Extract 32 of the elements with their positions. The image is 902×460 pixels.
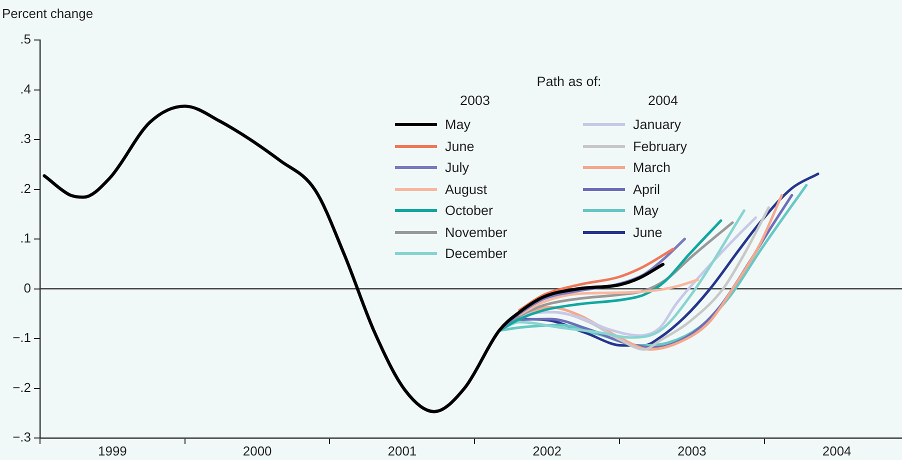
y-tick-label: 0 — [24, 280, 31, 296]
y-tick-label: .2 — [20, 180, 31, 196]
legend-title: Path as of: — [536, 74, 602, 89]
y-tick-label: −.2 — [12, 380, 31, 395]
annotation: 2003 — [458, 93, 492, 110]
x-tick-label: 1999 — [98, 443, 127, 458]
y-axis-title: Percent change — [2, 6, 94, 21]
y-tick-label: .1 — [20, 230, 31, 246]
legend-label: July — [445, 160, 470, 176]
y-tick-label: .4 — [20, 81, 31, 96]
x-tick-label: 2002 — [532, 443, 562, 458]
y-tick-label: .3 — [20, 131, 31, 146]
x-tick-label: 2004 — [822, 443, 852, 458]
y-tick-label: .5 — [20, 32, 31, 47]
legend-label: May — [633, 203, 659, 218]
legend-label: November — [445, 224, 508, 240]
legend-label: January — [633, 117, 682, 132]
x-tick-label: 2000 — [242, 443, 272, 458]
x-tick-label: 2001 — [388, 443, 417, 458]
annotation: 2004 — [646, 93, 680, 110]
y-tick-label: −.3 — [12, 430, 31, 445]
y-tick-label: −.1 — [12, 330, 31, 346]
legend-label: December — [445, 246, 508, 262]
x-tick-label: 2003 — [677, 443, 706, 458]
legend-label: February — [633, 138, 688, 154]
legend-label: October — [445, 203, 494, 218]
legend-label: August — [445, 182, 488, 197]
legend-label: May — [445, 117, 471, 132]
legend-label: June — [445, 138, 474, 154]
legend-label: March — [633, 160, 671, 176]
legend-label: April — [633, 182, 660, 197]
legend-label: June — [633, 224, 662, 240]
